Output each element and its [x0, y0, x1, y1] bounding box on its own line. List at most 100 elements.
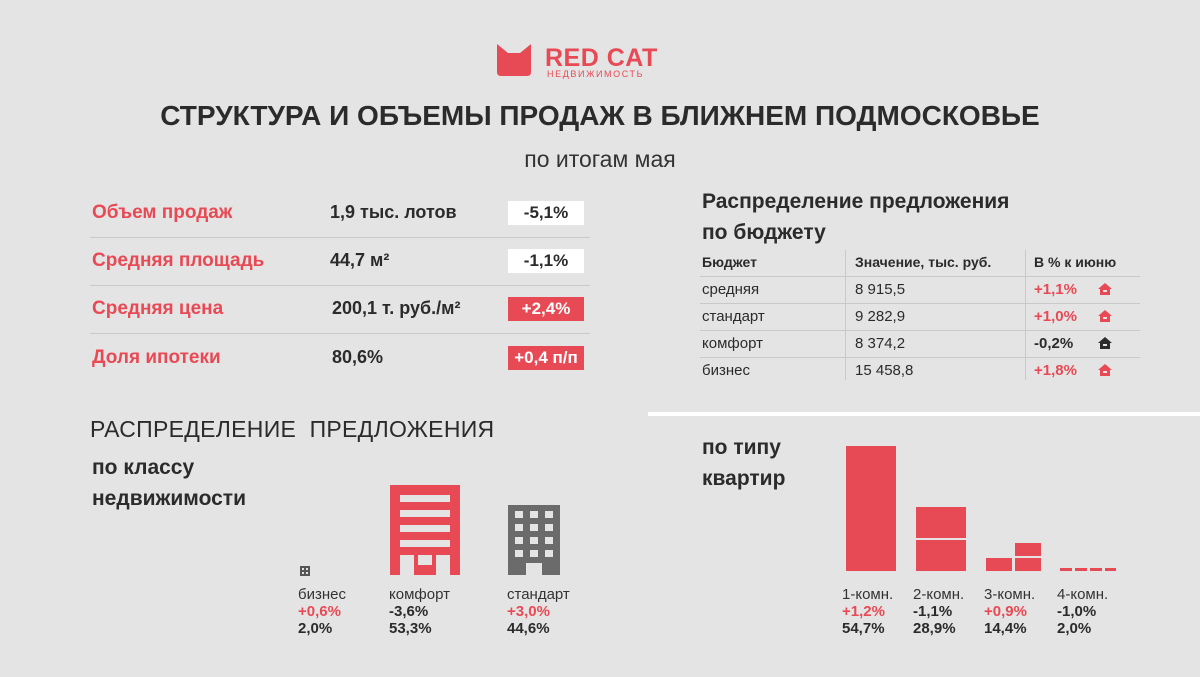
kpi-value: 200,1 т. руб./м² [332, 298, 461, 318]
table-header-row: Бюджет Значение, тыс. руб. В % к июню [700, 250, 1140, 276]
kpi-divider [90, 333, 590, 334]
class-item-standard: стандарт +3,0% 44,6% [507, 586, 570, 637]
apt-label: 4-комн. [1057, 586, 1109, 603]
kpi-label: Средняя цена [92, 298, 224, 319]
business-building-icon [300, 566, 310, 576]
budget-change: +1,0% [1034, 308, 1077, 325]
class-subtitle-line1: по классу [92, 456, 195, 479]
table-row: стандарт 9 282,9 +1,0% [700, 303, 1140, 330]
apt-item-3room: 3-комн. +0,9% 14,4% [984, 586, 1035, 637]
apt-item-4room: 4-комн. -1,0% 2,0% [1057, 586, 1108, 637]
class-label: комфорт [389, 586, 450, 603]
apt-bar-2room [916, 507, 966, 571]
kpi-row-area: Средняя площадь 44,7 м² -1,1% [90, 239, 590, 287]
page-subtitle: по итогам мая [524, 146, 676, 172]
kpi-label: Средняя площадь [92, 250, 265, 271]
kpi-value: 44,7 м² [330, 250, 390, 270]
kpi-change-badge: -5,1% [508, 201, 584, 225]
table-header-cell: Значение, тыс. руб. [855, 254, 992, 270]
table-header-cell: В % к июню [1034, 254, 1117, 270]
kpi-row-sales: Объем продаж 1,9 тыс. лотов -5,1% [90, 191, 590, 239]
budget-value: 9 282,9 [855, 308, 906, 325]
budget-name: средняя [702, 281, 760, 298]
class-item-comfort: комфорт -3,6% 53,3% [389, 586, 450, 637]
apt-bar-divider [1015, 556, 1041, 558]
table-row: бизнес 15 458,8 +1,8% [700, 357, 1140, 384]
apt-bar-3room-a [986, 558, 1012, 571]
apt-share: 2,0% [1057, 620, 1092, 637]
class-share: 53,3% [389, 620, 432, 637]
cat-head-icon [497, 44, 531, 76]
table-header-cell: Бюджет [702, 254, 757, 270]
budget-value: 15 458,8 [855, 362, 914, 379]
apt-subtitle-line2: квартир [702, 467, 786, 490]
section-divider [648, 412, 1200, 416]
apt-label: 1-комн. [842, 586, 894, 603]
logo: RED CAT НЕДВИЖИМОСТЬ [495, 42, 665, 82]
kpi-change-badge: +0,4 п/п [508, 346, 584, 370]
standard-building-icon [508, 505, 560, 575]
apt-share: 14,4% [984, 620, 1027, 637]
class-share: 2,0% [298, 620, 333, 637]
budget-title-line2: по бюджету [702, 221, 826, 244]
table-row: средняя 8 915,5 +1,1% [700, 276, 1140, 303]
budget-name: комфорт [702, 335, 763, 352]
kpi-row-price: Средняя цена 200,1 т. руб./м² +2,4% [90, 287, 590, 335]
table-row: комфорт 8 374,2 -0,2% [700, 330, 1140, 357]
apt-section-subtitle: по типу квартир [702, 432, 785, 494]
class-share: 44,6% [507, 620, 550, 637]
budget-change: -0,2% [1034, 335, 1074, 352]
house-up-icon [1098, 283, 1112, 295]
class-label: бизнес [298, 586, 346, 603]
kpi-change-badge: -1,1% [508, 249, 584, 273]
budget-name: стандарт [702, 308, 765, 325]
apt-label: 3-комн. [984, 586, 1036, 603]
budget-table: Бюджет Значение, тыс. руб. В % к июню ср… [700, 250, 1140, 384]
budget-title: Распределение предложения по бюджету [702, 186, 1009, 248]
table-column-divider [845, 250, 846, 380]
kpi-value: 1,9 тыс. лотов [330, 202, 457, 222]
class-change: +3,0% [507, 603, 550, 620]
apt-bar-divider [916, 538, 966, 540]
page-title: СТРУКТУРА И ОБЪЕМЫ ПРОДАЖ В БЛИЖНЕМ ПОДМ… [160, 100, 1040, 131]
class-change: -3,6% [389, 603, 429, 620]
comfort-building-icon [390, 485, 460, 575]
class-section-subtitle: по классу недвижимости [92, 452, 246, 514]
apt-change: -1,1% [913, 603, 953, 620]
house-up-icon [1098, 310, 1112, 322]
apt-bar-4room [1060, 568, 1116, 571]
apt-bar-1room [846, 446, 896, 571]
apt-item-1room: 1-комн. +1,2% 54,7% [842, 586, 893, 637]
kpi-label: Доля ипотеки [92, 347, 221, 368]
kpi-divider [90, 237, 590, 238]
apt-bar-3room-b [1015, 543, 1041, 571]
class-label: стандарт [507, 586, 570, 603]
apt-label: 2-комн. [913, 586, 965, 603]
apt-change: +0,9% [984, 603, 1027, 620]
apt-subtitle-line1: по типу [702, 436, 781, 459]
budget-change: +1,8% [1034, 362, 1077, 379]
apt-change: -1,0% [1057, 603, 1097, 620]
apt-change: +1,2% [842, 603, 885, 620]
house-down-icon [1098, 337, 1112, 349]
class-subtitle-line2: недвижимости [92, 487, 246, 510]
table-column-divider [1025, 250, 1026, 380]
budget-name: бизнес [702, 362, 750, 379]
house-up-icon [1098, 364, 1112, 376]
apt-share: 54,7% [842, 620, 885, 637]
budget-change: +1,1% [1034, 281, 1077, 298]
kpi-change-badge: +2,4% [508, 297, 584, 321]
budget-value: 8 915,5 [855, 281, 906, 298]
logo-brand: RED CAT [545, 44, 658, 72]
logo-subtitle: НЕДВИЖИМОСТЬ [547, 69, 645, 79]
kpi-label: Объем продаж [92, 202, 233, 223]
kpi-divider [90, 285, 590, 286]
apt-share: 28,9% [913, 620, 956, 637]
budget-title-line1: Распределение предложения [702, 190, 1010, 213]
class-item-business: бизнес +0,6% 2,0% [298, 586, 346, 637]
kpi-value: 80,6% [332, 347, 384, 367]
kpi-row-mortgage: Доля ипотеки 80,6% +0,4 п/п [90, 336, 590, 384]
budget-value: 8 374,2 [855, 335, 906, 352]
class-change: +0,6% [298, 603, 341, 620]
apt-item-2room: 2-комн. -1,1% 28,9% [913, 586, 964, 637]
